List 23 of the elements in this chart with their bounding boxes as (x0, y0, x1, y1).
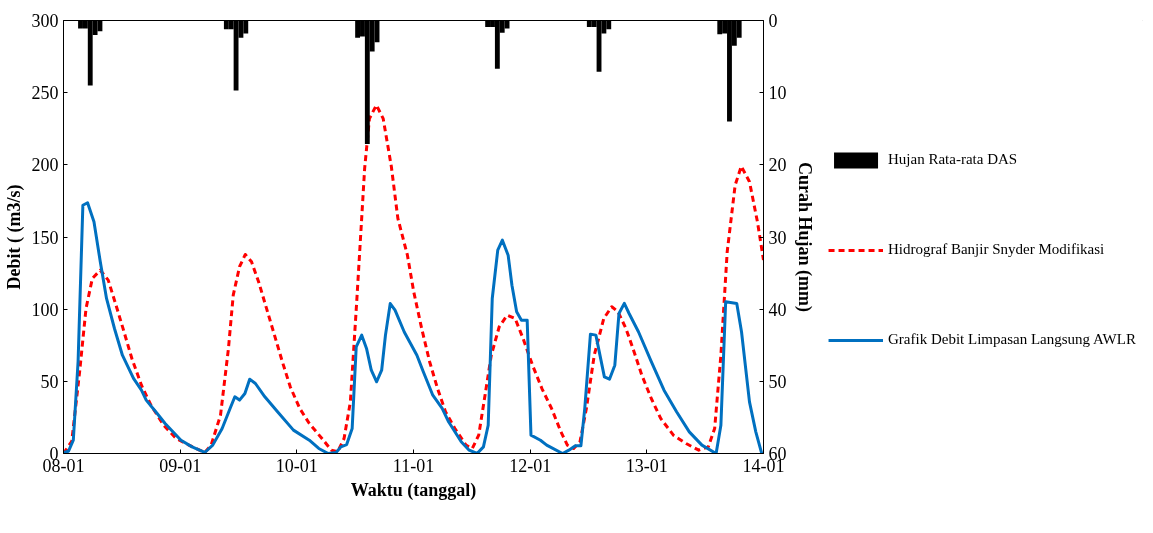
legend-label: Hujan Rata-rata DAS (888, 151, 1018, 168)
y2-axis-title: Curah Hujan (mm) (793, 162, 815, 313)
legend-label: Hidrograf Banjir Snyder Modifikasi (888, 241, 1105, 258)
y2-tick-label: 40 (768, 299, 787, 320)
y-tick-label: 50 (40, 371, 59, 392)
legend-label: Grafik Debit Limpasan Langsung AWLR (888, 331, 1136, 348)
y2-tick-label: 0 (768, 11, 778, 31)
y-tick-label: 150 (31, 227, 59, 248)
x-tick-label: 10-01 (275, 455, 318, 476)
y2-tick-label: 20 (768, 155, 787, 176)
y2-tick-label: 30 (768, 227, 787, 248)
y-tick-label: 100 (31, 299, 59, 320)
x-tick-label: 13-01 (625, 455, 668, 476)
x-axis-title: Waktu (tanggal) (350, 479, 477, 501)
y2-tick-label: 10 (768, 83, 787, 104)
x-tick-label: 11-01 (392, 455, 435, 476)
y-axis-title: Debit ( (m3/s) (3, 184, 25, 290)
x-tick-label: 12-01 (509, 455, 552, 476)
y-tick-label: 250 (31, 83, 59, 104)
y-tick-label: 200 (31, 155, 59, 176)
y-tick-label: 300 (31, 11, 59, 31)
y2-tick-label: 50 (768, 371, 787, 392)
x-tick-label: 09-01 (159, 455, 202, 476)
